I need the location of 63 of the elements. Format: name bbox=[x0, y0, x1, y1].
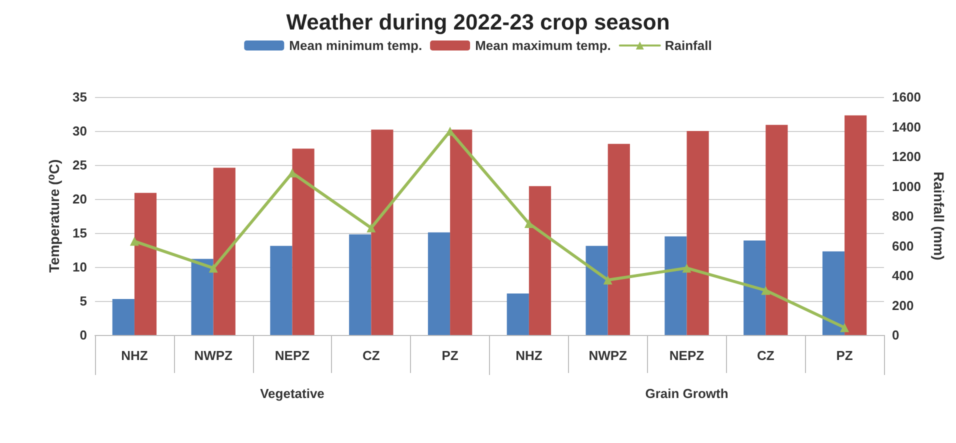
point bbox=[603, 275, 612, 284]
bar bbox=[112, 298, 134, 335]
x-tick-label: NEPZ bbox=[669, 348, 704, 363]
y-axis-title: Temperature (⁰C) bbox=[46, 159, 62, 273]
x-tick-label: PZ bbox=[836, 348, 853, 363]
x-tick-label: NHZ bbox=[121, 348, 148, 363]
x-tick-label: NHZ bbox=[516, 348, 542, 363]
x-tick-label: NEPZ bbox=[274, 348, 310, 363]
point bbox=[840, 323, 850, 332]
x-tick-label: NWPZ bbox=[588, 348, 628, 363]
y2-tick-label: 1400 bbox=[892, 119, 921, 134]
y-tick-label: 0 bbox=[80, 328, 87, 342]
text: Vegetative bbox=[260, 386, 324, 401]
y2-tick-label: 200 bbox=[892, 298, 914, 313]
legend-label: Mean maximum temp. bbox=[475, 38, 611, 53]
x-tick-label: CZ bbox=[362, 348, 380, 363]
y2-axis-title: Rainfall (mm) bbox=[931, 172, 947, 260]
point bbox=[682, 264, 692, 273]
x-tick-label: PZ bbox=[442, 348, 458, 363]
y-tick-label: 25 bbox=[72, 158, 87, 172]
point bbox=[130, 236, 139, 246]
bar bbox=[506, 294, 529, 335]
y-tick-label: 20 bbox=[72, 192, 87, 206]
y2-tick-label: 1600 bbox=[892, 90, 921, 104]
y-tick-label: 35 bbox=[72, 90, 87, 104]
bar bbox=[586, 246, 608, 335]
bar bbox=[191, 258, 214, 335]
bar bbox=[270, 246, 292, 335]
bar bbox=[744, 240, 766, 335]
legend-label: Mean minimum temp. bbox=[289, 38, 422, 53]
chart-title: Weather during 2022-23 crop season bbox=[286, 10, 670, 34]
bar bbox=[428, 232, 450, 335]
y2-tick-label: 1200 bbox=[892, 149, 921, 164]
y-tick-label: 15 bbox=[72, 226, 87, 240]
bar bbox=[608, 144, 630, 335]
bar bbox=[349, 234, 372, 335]
y2-tick-label: 600 bbox=[892, 238, 914, 254]
y2-tick-label: 400 bbox=[892, 268, 914, 283]
bar bbox=[528, 186, 552, 335]
y-tick-label: 30 bbox=[72, 124, 87, 138]
point bbox=[524, 218, 534, 228]
bar bbox=[292, 148, 314, 335]
text: Grain Growth bbox=[645, 386, 728, 401]
bar bbox=[844, 115, 867, 335]
y2-tick-label: 800 bbox=[892, 208, 914, 224]
bar bbox=[134, 192, 157, 335]
y-tick-label: 5 bbox=[80, 294, 87, 308]
bar bbox=[213, 168, 236, 335]
bar bbox=[371, 130, 394, 335]
point bbox=[208, 264, 218, 273]
point bbox=[366, 223, 376, 232]
bar bbox=[686, 131, 709, 335]
bar bbox=[766, 124, 788, 335]
bar bbox=[664, 236, 687, 335]
bar bbox=[450, 130, 472, 335]
y2-tick-label: 1000 bbox=[892, 178, 921, 194]
y-tick-label: 10 bbox=[72, 260, 87, 274]
x-tick-label: NWPZ bbox=[194, 348, 233, 363]
legend-label: Rainfall bbox=[664, 38, 712, 53]
y2-tick-label: 0 bbox=[892, 328, 900, 342]
x-tick-label: CZ bbox=[756, 348, 774, 363]
bar bbox=[822, 251, 845, 335]
point bbox=[761, 286, 770, 295]
